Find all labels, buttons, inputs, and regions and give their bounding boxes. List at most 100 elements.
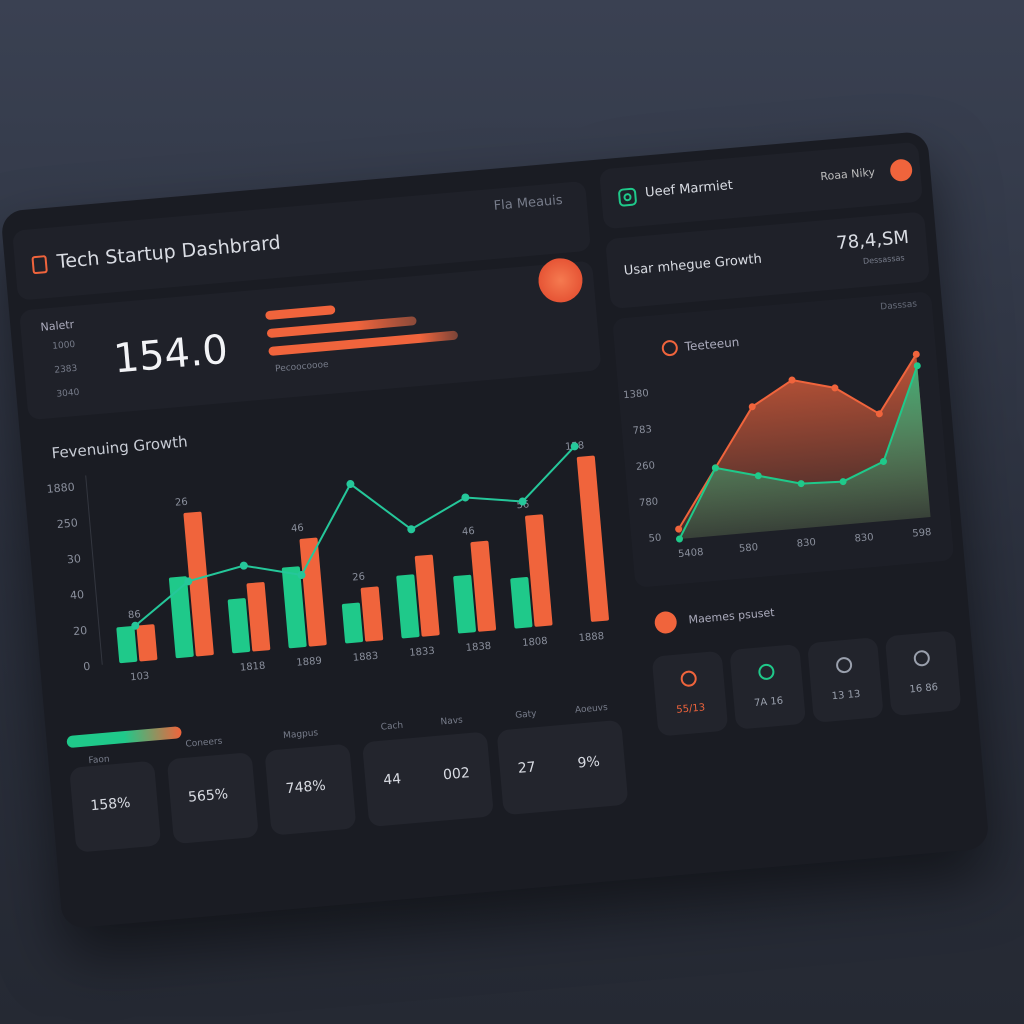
y-tick-label: 1880 (46, 480, 75, 495)
y-tick-label: 250 (56, 516, 78, 531)
menu-link[interactable]: Fla Meauis (493, 192, 564, 214)
growth-value: 78,4,SM (835, 226, 910, 255)
growth-caption: Dessassas (862, 253, 905, 266)
line-point (131, 621, 140, 630)
tile-value: 002 (442, 765, 471, 784)
stat-tile: Magpus 748% (264, 728, 357, 836)
dashboard: Tech Startup Dashbrard Fla Meauis Naletr… (0, 130, 990, 930)
caption: Dasssas (880, 299, 918, 312)
bar-label: 46 (462, 526, 476, 538)
revenue-chart: Fevenuing Growth 1880 250 30 40 20 0 103 86 26 181… (46, 432, 609, 684)
point (831, 384, 839, 392)
metric-value: 7A 16 (753, 695, 784, 710)
x-tick-label: 830 (854, 532, 874, 545)
tile-value: 44 (382, 771, 402, 789)
x-tick-label: 598 (912, 527, 932, 540)
line-point (407, 525, 416, 534)
x-tick-label: 1838 (465, 641, 491, 654)
x-tick-label: 1888 (578, 631, 604, 644)
bar-label: 26 (352, 572, 366, 584)
bar (183, 511, 214, 657)
point (912, 350, 920, 358)
metric-tile: 16 86 (884, 630, 962, 717)
progress-bar (66, 726, 182, 749)
tile-row: 158% Faon Coneers 565% Magpus 748% Cach Navs 44 0… (54, 659, 649, 909)
growth-label: Usar mhegue Growth (623, 251, 763, 279)
point (913, 362, 921, 370)
progress-bar (265, 305, 336, 321)
tile-label: Magpus (282, 728, 319, 742)
x-tick-label: 1889 (296, 656, 322, 669)
bar (227, 598, 251, 654)
area-fill (679, 365, 931, 539)
bar-label: 46 (291, 523, 305, 535)
tile-label: Coneers (185, 736, 223, 750)
kpi-label: Naletr (40, 317, 75, 334)
line-point (570, 442, 579, 451)
metrics-card: Maemes psuset 55/13 7A 16 13 13 16 86 (636, 570, 972, 797)
metric-tile: 55/13 (651, 650, 729, 737)
kpi-scale: 2383 (54, 363, 78, 376)
bar (453, 574, 476, 634)
tile-label: Faon (88, 754, 111, 767)
y-tick-label: 0 (83, 660, 91, 674)
x-tick-label: 103 (130, 671, 150, 684)
bar-label: 86 (128, 609, 142, 621)
x-tick-label: 1883 (352, 651, 378, 664)
point (675, 535, 683, 543)
line-point (461, 493, 470, 502)
tile-value: 27 (517, 759, 537, 777)
y-tick-label: 783 (632, 424, 652, 437)
x-tick-label: 830 (796, 537, 816, 550)
kpi-caption: Pecoocoooe (274, 359, 330, 375)
logo-icon (31, 255, 48, 275)
point (880, 457, 888, 465)
icon-shape (836, 657, 853, 674)
user-name: Roaa Niky (819, 165, 876, 184)
point (788, 376, 796, 384)
bar (576, 455, 609, 622)
status-orb (536, 256, 585, 305)
bar (414, 554, 440, 637)
bar (116, 625, 138, 664)
metric-tile: 7A 16 (729, 643, 807, 730)
y-tick-label: 50 (648, 533, 662, 545)
stat-tile: Gaty Aoeuvs 27 9% (496, 703, 629, 816)
point (797, 480, 805, 488)
user-title: Ueef Marmiet (644, 177, 734, 201)
bar (281, 566, 307, 649)
bar (470, 540, 497, 632)
metric-tile: 13 13 (807, 637, 884, 723)
icon-shape (913, 650, 930, 667)
metric-icon (836, 657, 853, 674)
tile-value: 748% (285, 777, 327, 798)
x-tick-label: 580 (739, 542, 759, 555)
avatar[interactable] (889, 158, 914, 183)
x-tick-label: 1833 (409, 646, 435, 659)
line-point (184, 577, 193, 586)
tile-value: 158% (89, 794, 132, 815)
point (748, 403, 756, 411)
metrics-icon (653, 610, 678, 635)
tile-label: Aoeuvs (574, 702, 609, 716)
dashboard-title: Tech Startup Dashbrard (56, 231, 282, 274)
bar (396, 574, 420, 639)
tile-value: 565% (187, 786, 229, 806)
line-point (346, 480, 355, 489)
kpi-scale: 3040 (56, 387, 80, 400)
point (754, 472, 762, 480)
bar (168, 576, 194, 659)
bar (525, 514, 553, 627)
tile-label: Navs (440, 715, 464, 728)
y-tick-label: 30 (66, 552, 81, 566)
x-tick-label: 1818 (240, 661, 266, 674)
tile-label: Cach (380, 720, 404, 733)
progress-bar (266, 316, 417, 339)
line-point (239, 561, 248, 570)
stat-tile: Coneers 565% (166, 737, 259, 845)
icon-shape (758, 663, 775, 680)
metrics-title: Maemes psuset (688, 605, 776, 627)
bar (246, 582, 271, 652)
point (675, 525, 683, 533)
y-tick-label: 40 (70, 588, 85, 602)
